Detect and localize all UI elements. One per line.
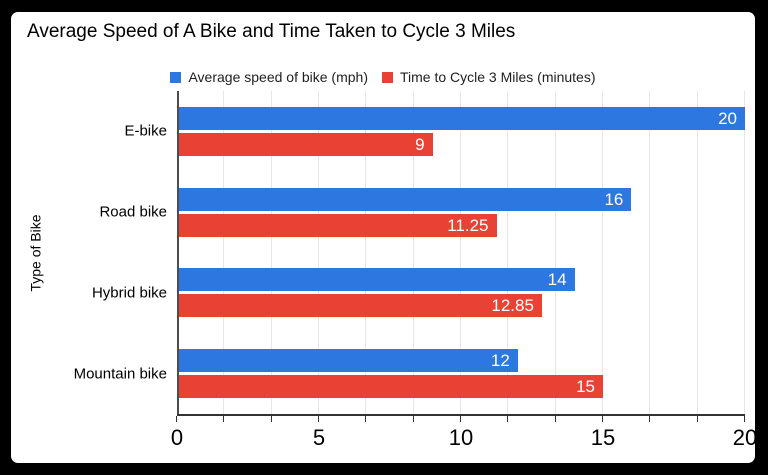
grid-line xyxy=(318,91,319,414)
axis-tick xyxy=(460,416,461,422)
bar: 15 xyxy=(177,375,603,399)
grid-line xyxy=(696,91,698,414)
bar-rows: E-bike 20 9 Road bike 16 11.25 Hybrid bike 14 12… xyxy=(74,91,745,414)
legend-swatch xyxy=(170,71,182,83)
y-axis-title: Type of Bike xyxy=(25,91,47,414)
legend-item: Average speed of bike (mph) xyxy=(170,69,368,85)
bar-value-label: 11.25 xyxy=(447,215,489,235)
bar: 16 xyxy=(177,187,632,211)
legend-item: Time to Cycle 3 Miles (minutes) xyxy=(381,69,596,85)
grid-line xyxy=(554,91,556,414)
bar-value-label: 20 xyxy=(718,108,737,128)
legend-swatch xyxy=(381,71,393,83)
grid-line xyxy=(602,91,603,414)
category-row: Mountain bike 12 15 xyxy=(74,333,745,414)
grid-line xyxy=(365,91,367,414)
axis-tick xyxy=(365,416,367,422)
grid-line xyxy=(507,91,509,414)
bar: 9 xyxy=(177,132,433,156)
grid-line xyxy=(649,91,651,414)
grid-line xyxy=(744,91,745,414)
axis-tick xyxy=(223,416,225,422)
category-label: E-bike xyxy=(124,122,167,140)
category-row: Road bike 16 11.25 xyxy=(99,172,745,253)
grid-line xyxy=(460,91,461,414)
category-label: Road bike xyxy=(99,203,167,221)
x-tick-label: 20 xyxy=(732,425,758,450)
axis-tick xyxy=(744,416,745,422)
axis-tick xyxy=(412,416,414,422)
bar-value-label: 12 xyxy=(490,351,510,371)
axis-tick xyxy=(554,416,556,422)
axis-tick xyxy=(507,416,509,422)
bar-value-label: 12.85 xyxy=(491,296,534,316)
grid-line xyxy=(270,91,272,414)
axis-tick xyxy=(602,416,603,422)
y-axis-line xyxy=(177,91,179,414)
bar: 12 xyxy=(177,349,518,373)
chart-title: Average Speed of A Bike and Time Taken t… xyxy=(27,21,516,42)
x-tick-label: 5 xyxy=(312,425,326,450)
chart-card: Average Speed of A Bike and Time Taken t… xyxy=(11,12,757,463)
bar-value-label: 14 xyxy=(547,270,567,290)
category-label: Hybrid bike xyxy=(91,284,167,302)
x-tick-label: 15 xyxy=(590,425,616,450)
bar: 14 xyxy=(177,268,575,292)
legend-label: Time to Cycle 3 Miles (minutes) xyxy=(399,69,596,85)
category-row: E-bike 20 9 xyxy=(124,91,745,172)
legend: Average speed of bike (mph) Time to Cycle… xyxy=(11,67,755,87)
axis-tick xyxy=(270,416,272,422)
grid-line xyxy=(223,91,225,414)
bar: 20 xyxy=(177,106,745,130)
plot-area: E-bike 20 9 Road bike 16 11.25 Hybrid bike 14 12… xyxy=(74,91,757,450)
bar: 12.85 xyxy=(177,294,542,318)
bar: 11.25 xyxy=(177,213,497,237)
bar-value-label: 16 xyxy=(604,189,624,209)
grid-line xyxy=(412,91,414,414)
axis-tick xyxy=(176,416,177,422)
y-axis-title-text: Type of Bike xyxy=(28,213,45,292)
bar-value-label: 9 xyxy=(415,134,425,154)
legend-label: Average speed of bike (mph) xyxy=(188,69,368,85)
axis-tick xyxy=(649,416,651,422)
x-tick-label: 0 xyxy=(170,425,184,450)
axis-tick xyxy=(318,416,319,422)
x-tick-label: 10 xyxy=(448,425,474,450)
axis-tick xyxy=(696,416,698,422)
bar-value-label: 15 xyxy=(576,377,595,397)
category-row: Hybrid bike 14 12.85 xyxy=(92,253,745,334)
category-label: Mountain bike xyxy=(73,365,167,383)
